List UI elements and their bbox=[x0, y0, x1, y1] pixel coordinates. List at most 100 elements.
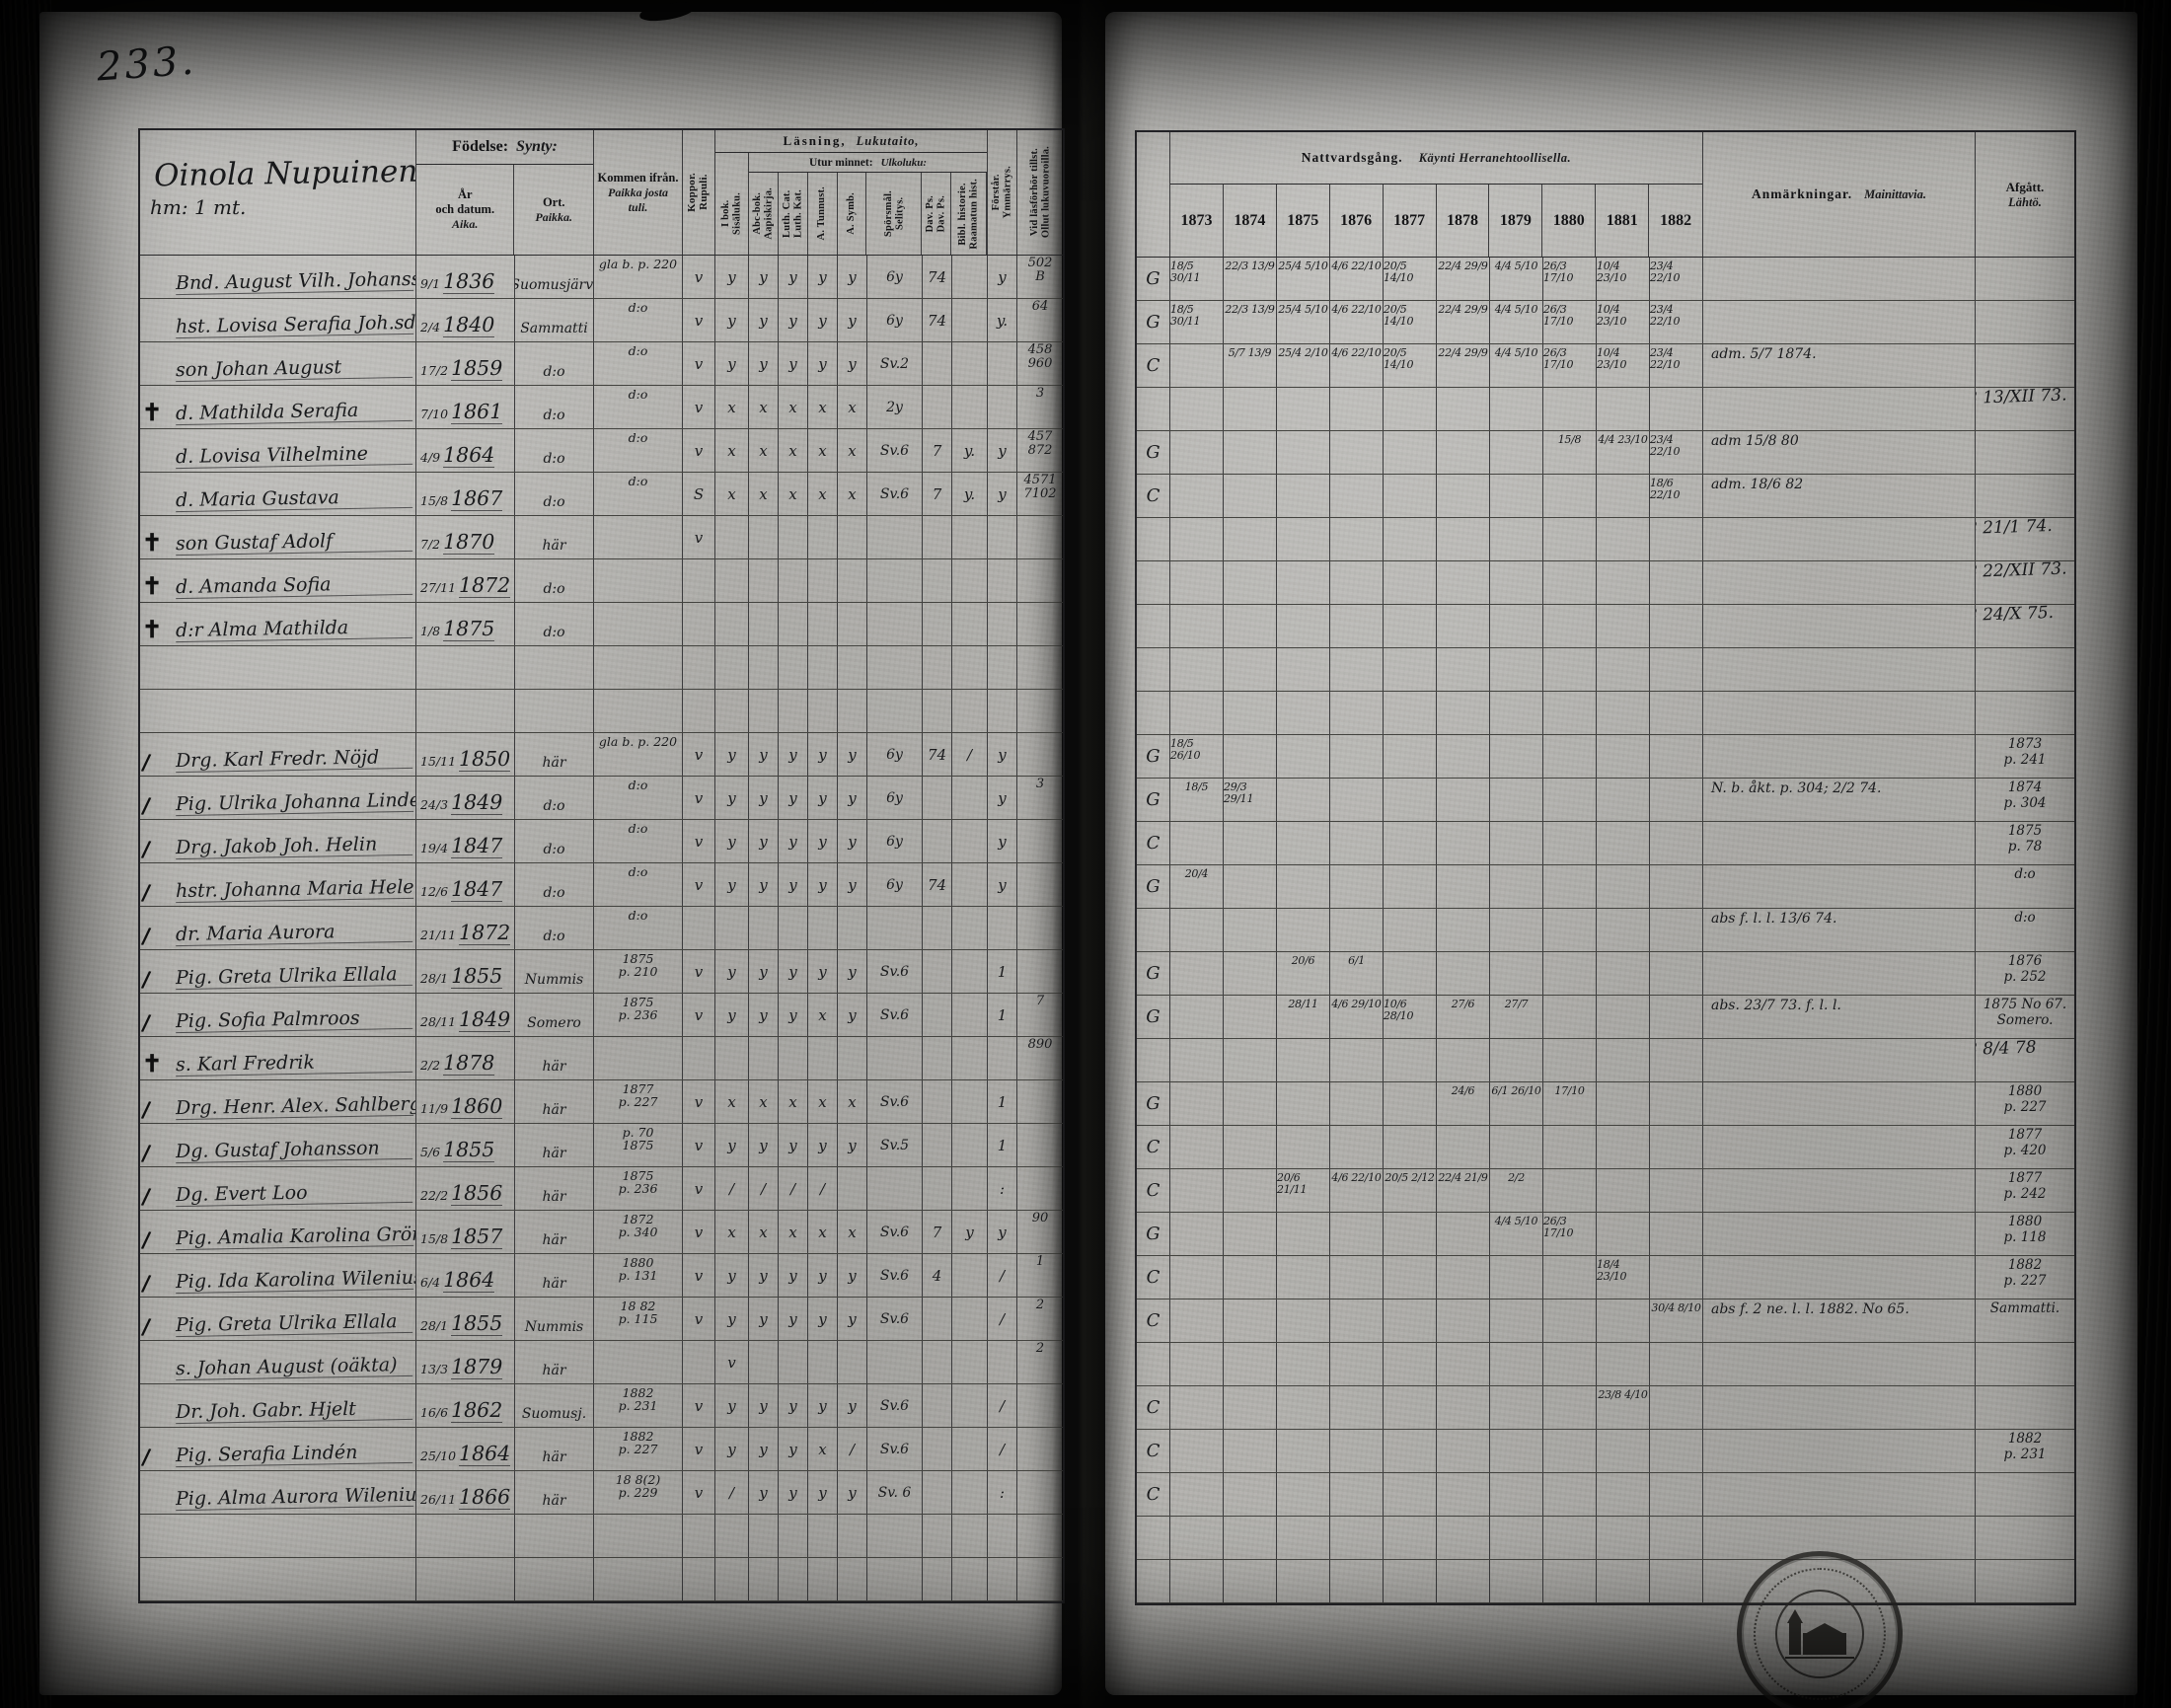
smallpox-mark-cell: v bbox=[683, 429, 715, 472]
communion-letter-cell: G bbox=[1137, 1082, 1170, 1125]
communion-date-cell bbox=[1170, 1039, 1224, 1081]
reading-mark-cell bbox=[715, 1037, 749, 1079]
reading-mark-cell: x bbox=[779, 473, 808, 515]
examination-entry: 502 bbox=[1027, 256, 1053, 270]
arrived-from-entry: d:o bbox=[628, 821, 648, 836]
reading-mark-cell bbox=[838, 603, 867, 645]
smallpox-mark-cell bbox=[683, 1037, 715, 1079]
communion-date-cell bbox=[1330, 605, 1384, 647]
examination-cell: 64 bbox=[1017, 299, 1063, 341]
communion-date-cell: 20/6 21/11 bbox=[1277, 1169, 1330, 1212]
person-name-cell: ✝ d. Amanda Sofia bbox=[140, 559, 416, 602]
birth-place-cell: här bbox=[515, 1080, 594, 1123]
reading-mark-cell bbox=[715, 690, 749, 732]
examination-entry: 3 bbox=[1035, 777, 1045, 791]
departed-cell bbox=[1976, 1473, 2074, 1516]
person-name: Drg. Jakob Joh. Helin bbox=[175, 832, 413, 860]
communion-date-cell bbox=[1543, 561, 1597, 604]
arrived-from-entry: gla b. p. 220 bbox=[598, 734, 678, 749]
communion-date-cell bbox=[1543, 909, 1597, 951]
birth-place: d:o bbox=[543, 625, 565, 640]
reading-mark-cell bbox=[749, 1558, 779, 1600]
communion-date-cell: 2/2 bbox=[1490, 1169, 1543, 1212]
remark-cell bbox=[1703, 735, 1976, 778]
table-row: ∕ Pig. Ulrika Johanna Lindell 24/3 1849 d:o d… bbox=[140, 777, 1063, 820]
table-row-right: G 18/5 26/10 1873 p. 241 bbox=[1137, 735, 2074, 779]
reading-mark-cell bbox=[952, 559, 988, 602]
birth-place: här bbox=[542, 1146, 566, 1161]
table-row bbox=[140, 646, 1063, 690]
communion-date-cell bbox=[1384, 518, 1437, 560]
row-lead-mark: ∕ bbox=[140, 792, 152, 819]
communion-letter-cell bbox=[1137, 518, 1170, 560]
reading-mark-cell bbox=[952, 386, 988, 428]
reading-mark-cell bbox=[808, 1341, 838, 1383]
reading-mark-cell bbox=[952, 1341, 988, 1383]
communion-date-cell: 10/4 23/10 bbox=[1597, 301, 1650, 343]
book-gutter bbox=[1052, 0, 1109, 1708]
examination-entry: 458 bbox=[1027, 342, 1053, 357]
communion-date-cell bbox=[1330, 1213, 1384, 1255]
communion-date-cell bbox=[1490, 475, 1543, 517]
row-lead-mark: ∕ bbox=[140, 1140, 152, 1166]
reading-mark-cell: y bbox=[952, 1211, 988, 1253]
reading-mark-cell: x bbox=[715, 386, 749, 428]
communion-date-cell bbox=[1543, 996, 1597, 1038]
reading-mark-cell: y bbox=[779, 1384, 808, 1427]
departed-cell bbox=[1976, 258, 2074, 300]
reading-mark-cell bbox=[923, 1341, 952, 1383]
communion-date-cell bbox=[1384, 865, 1437, 908]
birth-date-cell: 7/2 1870 bbox=[416, 516, 515, 558]
communion-date-cell bbox=[1224, 735, 1277, 778]
understands-cell: / bbox=[988, 1428, 1017, 1470]
arrived-from-cell: d:o bbox=[594, 342, 683, 385]
communion-date-cell bbox=[1543, 952, 1597, 995]
birth-place-cell: d:o bbox=[515, 342, 594, 385]
table-row-right: C bbox=[1137, 1473, 2074, 1517]
birth-header-group: Födelse: Synty: År och datum. Aika. Ort. Paik… bbox=[416, 130, 594, 255]
row-lead-mark: ∕ bbox=[140, 1096, 152, 1123]
birth-day-month: 28/11 bbox=[420, 1014, 457, 1030]
communion-date-cell bbox=[1384, 1560, 1437, 1602]
communion-date-cell bbox=[1224, 388, 1277, 430]
communion-date-cell bbox=[1543, 692, 1597, 734]
reading-mark-cell bbox=[923, 1558, 952, 1600]
reading-mark-cell bbox=[715, 559, 749, 602]
arrived-from-cell: 1880 p. 131 bbox=[594, 1254, 683, 1297]
reading-mark-cell bbox=[838, 1515, 867, 1557]
remark-cell bbox=[1703, 518, 1976, 560]
birth-place-cell: d:o bbox=[515, 777, 594, 819]
birth-place: d:o bbox=[543, 581, 565, 597]
remark-cell bbox=[1703, 822, 1976, 864]
birth-year: 1855 bbox=[443, 1138, 495, 1162]
reading-mark-cell bbox=[867, 1037, 923, 1079]
reading-mark-cell: y bbox=[749, 299, 779, 341]
communion-date-cell bbox=[1170, 1430, 1224, 1472]
arrived-from-entry: p. 227 bbox=[618, 1442, 658, 1457]
birth-year: 1864 bbox=[443, 443, 495, 468]
year-column-header: 1873 bbox=[1170, 185, 1224, 257]
smallpox-mark-cell bbox=[683, 603, 715, 645]
birth-date-cell bbox=[416, 646, 515, 689]
person-name-cell: ∕ Dg. Gustaf Johansson bbox=[140, 1124, 416, 1166]
row-lead-mark: ∕ bbox=[140, 879, 152, 906]
reading-mark-cell bbox=[808, 1515, 838, 1557]
reading-mark-cell bbox=[952, 516, 988, 558]
reading-subcolumn-header: I bok. Sisäluku. bbox=[715, 173, 749, 255]
reading-mark-cell bbox=[838, 907, 867, 949]
understands-cell: y bbox=[988, 1211, 1017, 1253]
reading-mark-cell: y bbox=[779, 820, 808, 862]
table-row-right: G 15/8 4/4 23/10 23/4 22/10 adm 15/8 80 bbox=[1137, 431, 2074, 475]
communion-date-cell bbox=[1384, 1256, 1437, 1299]
birth-day-month: 15/8 bbox=[420, 493, 449, 509]
departed-entry: 1877 bbox=[2007, 1170, 2043, 1186]
arrived-from-cell bbox=[594, 1515, 683, 1557]
smallpox-mark-cell: v bbox=[683, 777, 715, 819]
reading-subcolumn-header: Dav. Ps. Dav. Ps. bbox=[922, 173, 952, 255]
communion-date-cell bbox=[1437, 779, 1490, 821]
reading-mark-cell bbox=[838, 1037, 867, 1079]
reading-mark-cell bbox=[808, 690, 838, 732]
remark-cell bbox=[1703, 1082, 1976, 1125]
communion-date-cell bbox=[1277, 1343, 1330, 1385]
communion-date-cell bbox=[1597, 909, 1650, 951]
